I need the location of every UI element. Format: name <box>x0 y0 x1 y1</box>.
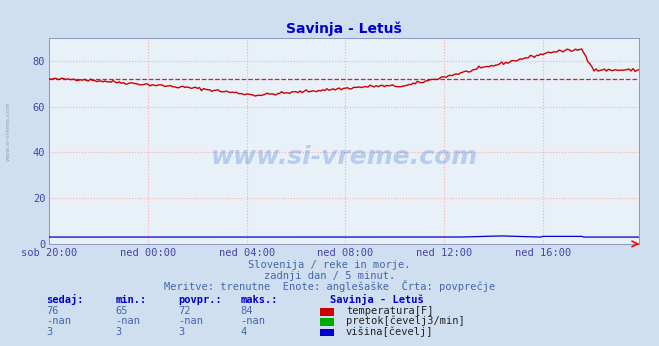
Text: 3: 3 <box>115 327 121 337</box>
Text: www.si-vreme.com: www.si-vreme.com <box>211 145 478 170</box>
Text: Savinja - Letuš: Savinja - Letuš <box>330 294 423 305</box>
Text: Meritve: trenutne  Enote: anglešaške  Črta: povprečje: Meritve: trenutne Enote: anglešaške Črta… <box>164 280 495 292</box>
Text: 4: 4 <box>241 327 246 337</box>
Text: pretok[čevelj3/min]: pretok[čevelj3/min] <box>346 316 465 326</box>
Text: -nan: -nan <box>178 316 203 326</box>
Text: www.si-vreme.com: www.si-vreme.com <box>5 102 11 161</box>
Text: 76: 76 <box>46 306 59 316</box>
Text: -nan: -nan <box>241 316 266 326</box>
Text: 65: 65 <box>115 306 128 316</box>
Text: sedaj:: sedaj: <box>46 294 84 305</box>
Text: 3: 3 <box>46 327 52 337</box>
Text: 72: 72 <box>178 306 190 316</box>
Text: povpr.:: povpr.: <box>178 295 221 305</box>
Text: -nan: -nan <box>46 316 71 326</box>
Text: min.:: min.: <box>115 295 146 305</box>
Text: 3: 3 <box>178 327 184 337</box>
Text: zadnji dan / 5 minut.: zadnji dan / 5 minut. <box>264 271 395 281</box>
Text: 84: 84 <box>241 306 253 316</box>
Text: višina[čevelj]: višina[čevelj] <box>346 326 434 337</box>
Text: -nan: -nan <box>115 316 140 326</box>
Title: Savinja - Letuš: Savinja - Letuš <box>287 21 402 36</box>
Text: temperatura[F]: temperatura[F] <box>346 306 434 316</box>
Text: maks.:: maks.: <box>241 295 278 305</box>
Text: Slovenija / reke in morje.: Slovenija / reke in morje. <box>248 260 411 270</box>
